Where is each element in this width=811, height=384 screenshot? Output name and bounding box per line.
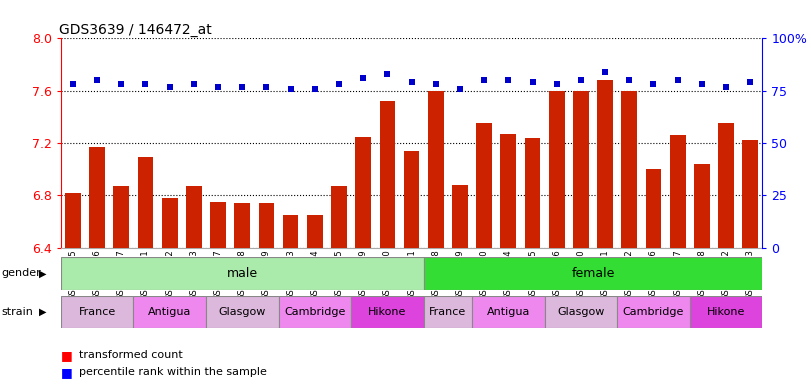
Point (260, 83, 273, 89)
Text: Glasgow: Glasgow (218, 307, 266, 317)
Bar (61, 257, 423, 290)
Bar (186, 186, 202, 248)
Text: France: France (429, 307, 466, 317)
Bar (114, 186, 129, 248)
Bar (476, 123, 492, 248)
Text: Antigua: Antigua (487, 307, 530, 317)
Bar (525, 138, 540, 248)
Text: female: female (571, 267, 615, 280)
Point (744, 79, 757, 85)
Bar (472, 296, 545, 328)
Point (405, 79, 418, 85)
Point (672, 77, 684, 83)
Bar (597, 80, 613, 248)
Point (357, 75, 370, 81)
Point (429, 81, 442, 88)
Point (647, 81, 660, 88)
Bar (452, 185, 468, 248)
Text: gender: gender (2, 268, 41, 278)
Bar (500, 134, 517, 248)
Point (163, 83, 176, 89)
Point (574, 77, 587, 83)
Text: ▶: ▶ (39, 307, 46, 317)
Text: Cambridge: Cambridge (623, 307, 684, 317)
Point (453, 86, 466, 92)
Point (599, 69, 611, 75)
Bar (742, 141, 758, 248)
Point (236, 83, 249, 89)
Text: strain: strain (2, 307, 33, 317)
Bar (133, 296, 206, 328)
Bar (307, 215, 323, 248)
Point (91, 77, 104, 83)
Point (333, 81, 345, 88)
Point (478, 77, 491, 83)
Point (187, 81, 200, 88)
Bar (617, 296, 690, 328)
Bar (670, 135, 685, 248)
Bar (351, 296, 423, 328)
Bar (355, 136, 371, 248)
Bar (234, 203, 250, 248)
Bar (423, 296, 472, 328)
Bar (694, 164, 710, 248)
Bar (646, 169, 661, 248)
Bar (690, 296, 762, 328)
Text: percentile rank within the sample: percentile rank within the sample (79, 367, 268, 377)
Text: transformed count: transformed count (79, 350, 183, 360)
Bar (65, 193, 81, 248)
Text: Antigua: Antigua (148, 307, 191, 317)
Text: Hikone: Hikone (707, 307, 745, 317)
Text: ■: ■ (61, 349, 72, 362)
Bar (61, 296, 133, 328)
Bar (259, 203, 274, 248)
Point (284, 86, 297, 92)
Bar (206, 296, 278, 328)
Point (623, 77, 636, 83)
Point (212, 83, 225, 89)
Bar (404, 151, 419, 248)
Text: Glasgow: Glasgow (557, 307, 605, 317)
Bar (278, 296, 351, 328)
Bar (210, 202, 226, 248)
Text: GDS3639 / 146472_at: GDS3639 / 146472_at (59, 23, 212, 37)
Bar (545, 296, 617, 328)
Bar (380, 101, 395, 248)
Bar (621, 91, 637, 248)
Point (381, 71, 394, 77)
Text: Hikone: Hikone (368, 307, 406, 317)
Point (550, 81, 563, 88)
Point (526, 79, 539, 85)
Point (502, 77, 515, 83)
Bar (573, 91, 589, 248)
Text: ▶: ▶ (39, 268, 46, 278)
Text: Cambridge: Cambridge (284, 307, 345, 317)
Text: ■: ■ (61, 366, 72, 379)
Point (139, 81, 152, 88)
Point (115, 81, 128, 88)
Point (67, 81, 79, 88)
Point (719, 83, 732, 89)
Text: male: male (227, 267, 258, 280)
Bar (549, 91, 564, 248)
Bar (428, 91, 444, 248)
Bar (331, 186, 347, 248)
Bar (719, 123, 734, 248)
Bar (423, 257, 762, 290)
Bar (283, 215, 298, 248)
Bar (89, 147, 105, 248)
Point (695, 81, 708, 88)
Bar (138, 157, 153, 248)
Point (308, 86, 321, 92)
Bar (162, 198, 178, 248)
Text: France: France (79, 307, 116, 317)
